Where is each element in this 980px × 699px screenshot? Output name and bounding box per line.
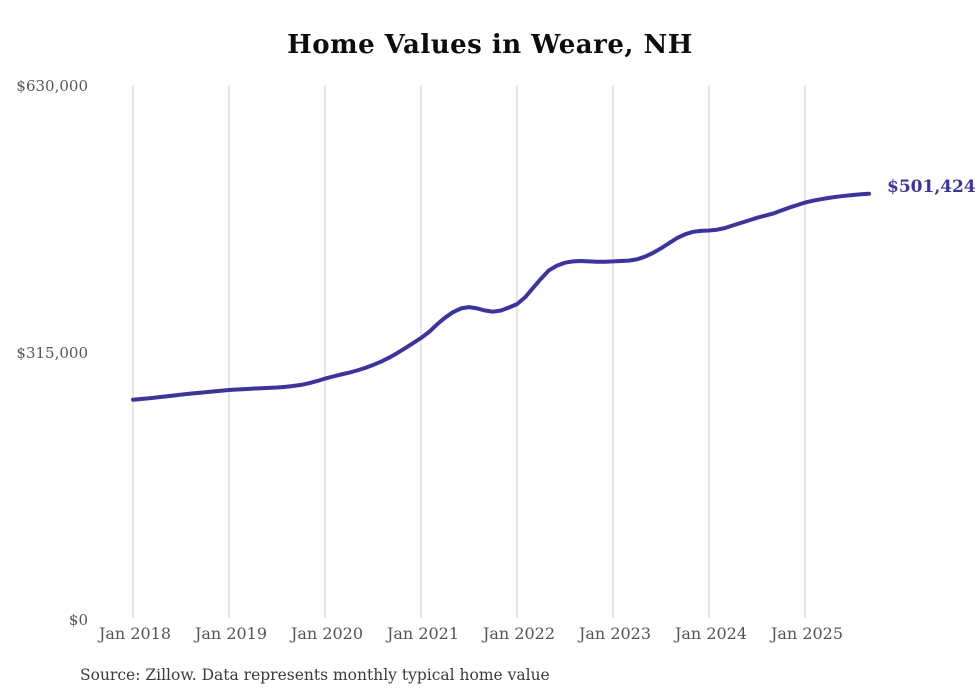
x-axis-tick-jan-2021: Jan 2021 bbox=[386, 624, 460, 643]
source-note: Source: Zillow. Data represents monthly … bbox=[80, 666, 550, 684]
x-axis-tick-jan-2022: Jan 2022 bbox=[482, 624, 556, 643]
x-axis-tick-jan-2019: Jan 2019 bbox=[194, 624, 268, 643]
y-axis-tick-0: $0 bbox=[68, 611, 88, 629]
chart-title: Home Values in Weare, NH bbox=[287, 30, 693, 60]
latest-value-label: $501,424 bbox=[887, 177, 976, 197]
y-axis-tick-315000: $315,000 bbox=[16, 344, 88, 362]
x-axis-tick-jan-2025: Jan 2025 bbox=[770, 624, 844, 643]
home-value-line bbox=[131, 191, 871, 402]
x-axis-tick-jan-2018: Jan 2018 bbox=[98, 624, 172, 643]
x-axis-tick-jan-2024: Jan 2024 bbox=[674, 624, 748, 643]
x-axis-tick-jan-2023: Jan 2023 bbox=[578, 624, 652, 643]
x-axis-tick-jan-2020: Jan 2020 bbox=[290, 624, 364, 643]
y-axis-tick-630000: $630,000 bbox=[16, 77, 88, 95]
